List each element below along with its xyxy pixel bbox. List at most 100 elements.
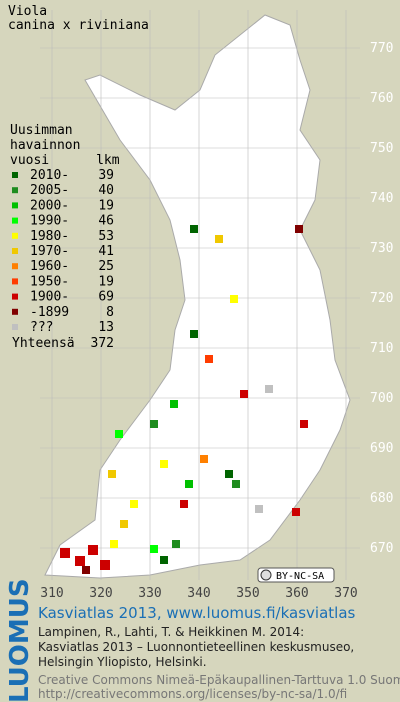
legend-swatch: [12, 263, 18, 270]
map: 310 320 330 340 350 360 370 770 760 750 740 730 720 7…: [8, 4, 393, 601]
legend-label: ???: [30, 320, 53, 335]
occurrence-square: [172, 540, 180, 548]
y-label: 740: [370, 191, 393, 206]
occurrence-square: [230, 295, 238, 303]
legend-count: 19: [98, 198, 114, 213]
legend: Uusimman havainnon vuosi lkm 2010- 39 2005…: [10, 123, 120, 351]
legend-count: 25: [98, 259, 114, 274]
license-text: Creative Commons Nimeä-Epäkaupallinen-Ta…: [38, 673, 400, 687]
legend-label: 1950-: [30, 274, 69, 289]
legend-count: 46: [98, 214, 114, 229]
badge-frame: [257, 567, 335, 583]
legend-swatch: [12, 293, 18, 300]
occurrence-square: [108, 470, 116, 478]
y-label: 760: [370, 91, 393, 106]
occurrence-square: [160, 460, 168, 468]
occurrence-square: [115, 430, 123, 438]
title: Viola canina x riviniana: [8, 4, 149, 33]
legend-label: 1900-: [30, 290, 69, 305]
finland-outline: [44, 14, 351, 579]
badge-icon: [260, 569, 272, 581]
x-label: 320: [89, 586, 112, 601]
legend-swatch: [12, 248, 18, 254]
citation: Kasviatlas 2013 – Luonnontieteellinen ke…: [38, 640, 355, 654]
occurrence-square: [100, 560, 110, 570]
legend-label: 1980-: [30, 229, 69, 244]
y-label: 720: [370, 291, 393, 306]
footer-link: Kasviatlas 2013, www.luomus.fi/kasviatla…: [38, 604, 356, 622]
legend-swatch: [12, 172, 18, 178]
legend-swatch: [12, 202, 18, 209]
occurrence-square: [232, 480, 240, 488]
occurrence-square: [205, 355, 213, 363]
occurrence-square: [170, 400, 178, 408]
occurrence-square: [130, 500, 138, 508]
y-label: 750: [370, 141, 393, 156]
legend-label: 2010-: [30, 168, 69, 183]
legend-swatch: [12, 308, 18, 315]
logo: LUOMUS: [5, 578, 35, 702]
legend-count: 39: [98, 168, 114, 183]
occurrence-square: [200, 455, 208, 463]
occurrence-square: [295, 225, 303, 233]
badge-text: BY-NC-SA: [276, 571, 324, 582]
y-label: 680: [370, 491, 393, 506]
legend-count: 8: [106, 305, 114, 320]
legend-label: 1960-: [30, 259, 69, 274]
legend-swatch: [12, 324, 18, 330]
occurrence-square: [150, 545, 158, 553]
occurrence-square: [240, 390, 248, 398]
occurrence-square: [190, 225, 198, 233]
title-line: canina x riviniana: [8, 18, 149, 33]
occurrence-square: [110, 540, 118, 548]
legend-swatch: [12, 278, 18, 285]
legend-total-label: Yhteensä: [12, 336, 75, 351]
legend-header: vuosi lkm: [10, 153, 120, 168]
legend-total-count: 372: [91, 336, 114, 351]
y-label: 770: [370, 41, 393, 56]
occurrence-square: [265, 385, 273, 393]
occurrence-square: [150, 420, 158, 428]
license-badge: BY-NC-SA: [257, 567, 335, 583]
legend-header: Uusimman: [10, 123, 73, 138]
legend-count: 40: [98, 183, 114, 198]
legend-header: havainnon: [10, 138, 80, 153]
y-label: 690: [370, 441, 393, 456]
occurrence-square: [185, 480, 193, 488]
x-label: 350: [236, 586, 259, 601]
x-label: 370: [334, 586, 357, 601]
x-label: 360: [285, 586, 308, 601]
legend-count: 53: [98, 229, 114, 244]
title-line: Viola: [8, 4, 47, 19]
legend-count: 41: [98, 244, 114, 259]
legend-label: 1970-: [30, 244, 69, 259]
y-label: 670: [370, 541, 393, 556]
citation: Helsingin Yliopisto, Helsinki.: [38, 655, 207, 669]
occurrence-square: [215, 235, 223, 243]
occurrence-square: [75, 556, 85, 566]
legend-label: -1899: [30, 305, 69, 320]
legend-label: 1990-: [30, 214, 69, 229]
occurrence-square: [225, 470, 233, 478]
legend-swatch: [12, 187, 18, 194]
legend-label: 2005-: [30, 183, 69, 198]
legend-swatch: [12, 217, 18, 224]
occurrence-square: [60, 548, 70, 558]
x-label: 330: [138, 586, 161, 601]
occurrence-squares: [60, 225, 308, 574]
y-label: 700: [370, 391, 393, 406]
legend-count: 69: [98, 290, 114, 305]
license-text: http://creativecommons.org/licenses/by-n…: [38, 687, 348, 701]
y-label: 730: [370, 241, 393, 256]
occurrence-square: [292, 508, 300, 516]
occurrence-square: [300, 420, 308, 428]
occurrence-square: [82, 566, 90, 574]
grid: 310 320 330 340 350 360 370 770 760 750 740 730 720 7…: [40, 10, 393, 601]
x-label: 310: [40, 586, 63, 601]
occurrence-square: [88, 545, 98, 555]
legend-count: 19: [98, 274, 114, 289]
y-label: 710: [370, 341, 393, 356]
legend-swatch: [12, 232, 18, 239]
citation: Lampinen, R., Lahti, T. & Heikkinen M. 2…: [38, 625, 305, 639]
